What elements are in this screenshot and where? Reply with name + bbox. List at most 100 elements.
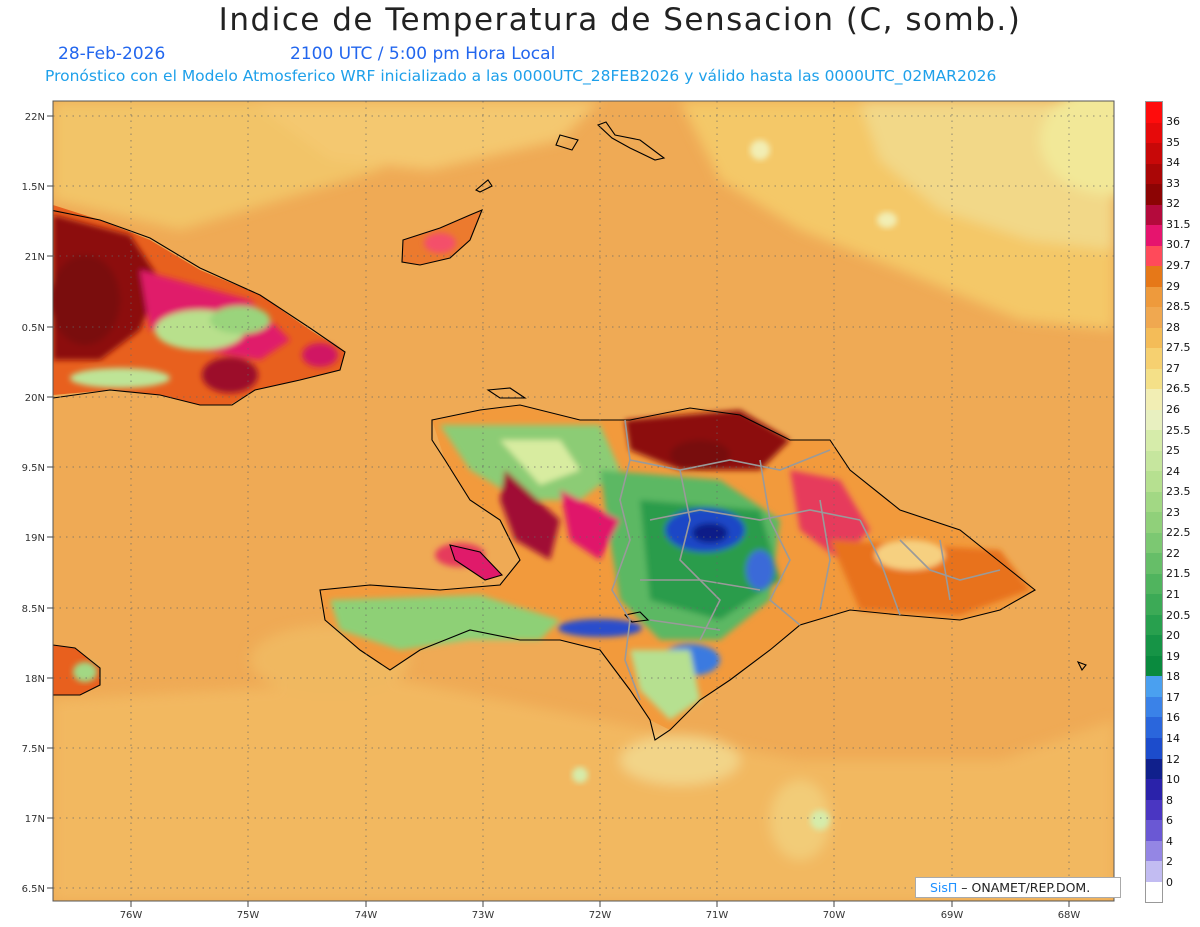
- colorbar-label: 14: [1166, 731, 1180, 745]
- lat-label: 21N: [25, 252, 45, 263]
- colorbar-swatch: [1146, 512, 1162, 533]
- colorbar-swatch: [1146, 286, 1162, 308]
- colorbar-swatch: [1146, 409, 1162, 431]
- colorbar-swatch: [1146, 676, 1162, 697]
- colorbar-label: 23.5: [1166, 485, 1191, 499]
- colorbar-swatch: [1146, 594, 1162, 615]
- lat-label: 22N: [25, 112, 45, 123]
- province-borders: [611, 419, 1001, 701]
- colorbar-label: 33: [1166, 176, 1180, 190]
- lon-ticks: [130, 901, 1070, 907]
- lon-label: 71W: [706, 910, 729, 921]
- credit-text: – ONAMET/REP.DOM.: [957, 880, 1091, 895]
- colorbar-label: 2: [1166, 855, 1173, 869]
- chart-title: Indice de Temperatura de Sensacion (C, s…: [218, 2, 1022, 38]
- colorbar-swatch: [1146, 368, 1162, 390]
- colorbar-swatch: [1146, 532, 1162, 554]
- colorbar-label: 21.5: [1166, 567, 1191, 581]
- lat-label: 0.5N: [22, 323, 45, 334]
- colorbar-swatch: [1146, 881, 1162, 903]
- colorbar-label: 16: [1166, 711, 1180, 725]
- model-info: Pronóstico con el Modelo Atmosferico WRF…: [45, 67, 997, 85]
- colorbar-label: 20: [1166, 629, 1180, 643]
- colorbar-label: 28: [1166, 320, 1180, 334]
- colorbar-label: 27.5: [1166, 341, 1191, 355]
- colorbar-label: 19: [1166, 649, 1180, 663]
- colorbar-swatch: [1146, 266, 1162, 287]
- colorbar-label: 26: [1166, 402, 1180, 416]
- lon-label: 68W: [1058, 910, 1081, 921]
- lon-label: 72W: [589, 910, 612, 921]
- colorbar-swatch: [1146, 348, 1162, 369]
- lat-labels: 22N 1.5N 21N 0.5N 20N 9.5N 19N 8.5N 18N …: [22, 112, 45, 895]
- colorbar-label: 27: [1166, 361, 1180, 375]
- forecast-date: 28-Feb-2026: [58, 44, 166, 64]
- colorbar-label: 6: [1166, 814, 1173, 828]
- colorbar: [1145, 101, 1163, 903]
- colorbar-label: 17: [1166, 690, 1180, 704]
- colorbar-swatch: [1146, 635, 1162, 656]
- colorbar-label: 12: [1166, 752, 1180, 766]
- lon-label: 70W: [823, 910, 846, 921]
- colorbar-swatch: [1146, 655, 1162, 677]
- colorbar-label: 22: [1166, 546, 1180, 560]
- lat-label: 7.5N: [22, 744, 45, 755]
- colorbar-swatch: [1146, 799, 1162, 821]
- lat-label: 19N: [25, 533, 45, 544]
- colorbar-label: 28.5: [1166, 300, 1191, 314]
- coastlines: [53, 121, 1087, 741]
- colorbar-label: 21: [1166, 588, 1180, 602]
- colorbar-label: 30.7: [1166, 238, 1191, 252]
- colorbar-swatch: [1146, 614, 1162, 636]
- lon-label: 74W: [355, 910, 378, 921]
- colorbar-swatch: [1146, 471, 1162, 492]
- colorbar-swatch: [1146, 553, 1162, 574]
- lat-label: 9.5N: [22, 463, 45, 474]
- colorbar-swatch: [1146, 820, 1162, 841]
- colorbar-swatch: [1146, 163, 1162, 185]
- colorbar-label: 20.5: [1166, 608, 1191, 622]
- colorbar-swatch: [1146, 122, 1162, 144]
- colorbar-swatch: [1146, 204, 1162, 226]
- lon-label: 75W: [237, 910, 260, 921]
- colorbar-swatch: [1146, 696, 1162, 718]
- colorbar-label: 4: [1166, 834, 1173, 848]
- colorbar-label: 34: [1166, 156, 1180, 170]
- colorbar-label: 24: [1166, 464, 1180, 478]
- colorbar-swatch: [1146, 737, 1162, 759]
- credit-box: SisΠ – ONAMET/REP.DOM.: [915, 877, 1121, 898]
- cuba-land: [53, 205, 345, 405]
- lat-label: 8.5N: [22, 604, 45, 615]
- colorbar-label: 25.5: [1166, 423, 1191, 437]
- colorbar-swatch: [1146, 573, 1162, 595]
- colorbar-label: 29: [1166, 279, 1180, 293]
- colorbar-swatch: [1146, 779, 1162, 800]
- lat-ticks: [47, 115, 53, 889]
- colorbar-swatch: [1146, 143, 1162, 164]
- colorbar-swatch: [1146, 184, 1162, 205]
- lon-label: 76W: [120, 910, 143, 921]
- colorbar-swatch: [1146, 450, 1162, 472]
- colorbar-swatch: [1146, 758, 1162, 780]
- lat-label: 18N: [25, 674, 45, 685]
- colorbar-label: 18: [1166, 670, 1180, 684]
- lat-label: 20N: [25, 393, 45, 404]
- colorbar-label: 25: [1166, 444, 1180, 458]
- colorbar-swatch: [1146, 245, 1162, 267]
- colorbar-swatch: [1146, 491, 1162, 513]
- colorbar-swatch: [1146, 307, 1162, 328]
- colorbar-label: 32: [1166, 197, 1180, 211]
- sispi-logo: SisΠ: [930, 880, 958, 895]
- colorbar-swatch: [1146, 389, 1162, 410]
- lat-label: 1.5N: [22, 182, 45, 193]
- forecast-time: 2100 UTC / 5:00 pm Hora Local: [290, 44, 556, 64]
- colorbar-swatch: [1146, 327, 1162, 349]
- colorbar-swatch: [1146, 717, 1162, 738]
- colorbar-label: 26.5: [1166, 382, 1191, 396]
- colorbar-label: 10: [1166, 773, 1180, 787]
- colorbar-swatch: [1146, 430, 1162, 451]
- colorbar-label: 23: [1166, 505, 1180, 519]
- lon-label: 69W: [941, 910, 964, 921]
- colorbar-swatch: [1146, 225, 1162, 246]
